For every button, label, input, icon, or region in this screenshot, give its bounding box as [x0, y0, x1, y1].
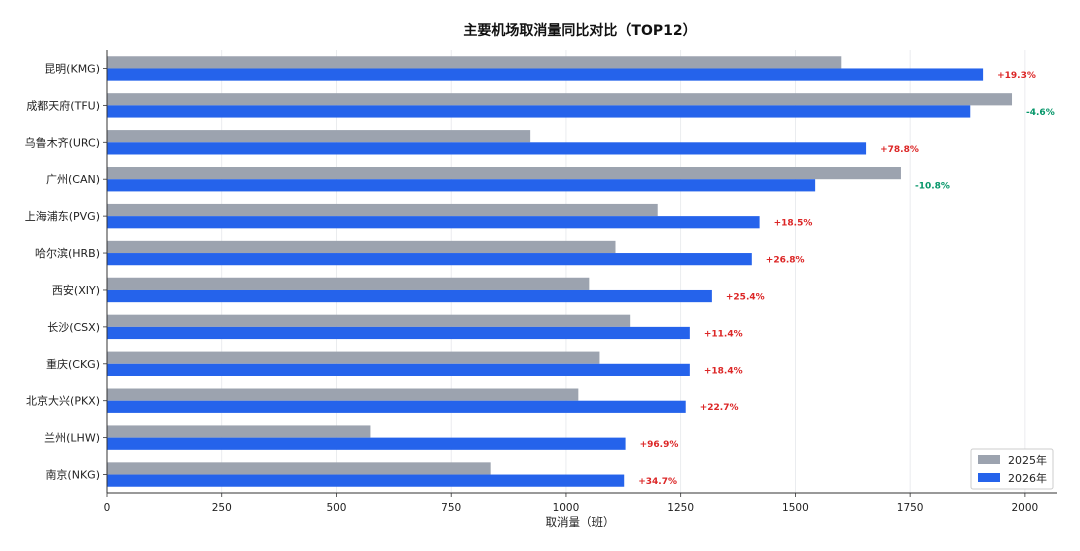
category-label-6: 西安(XIY): [52, 283, 100, 297]
bar-2026-1: [107, 105, 971, 118]
pct-change-label-6: +25.4%: [726, 292, 765, 302]
bar-2025-4: [107, 203, 658, 217]
axes: [103, 50, 1057, 494]
x-tick-label-3: 750: [441, 502, 461, 514]
bar-2025-8: [107, 351, 600, 364]
category-label-0: 昆明(KMG): [44, 62, 100, 75]
bar-2026-7: [107, 326, 690, 340]
category-label-1: 成都天府(TFU): [26, 98, 100, 112]
category-label-4: 上海浦东(PVG): [25, 209, 100, 223]
legend-swatch-2026: [978, 473, 1000, 482]
bar-2026-10: [107, 437, 626, 450]
bar-2025-0: [107, 56, 842, 69]
category-label-2: 乌鲁木齐(URC): [25, 135, 100, 149]
chart-title: 主要机场取消量同比对比（TOP12）: [463, 22, 696, 39]
x-tick-label-6: 1500: [782, 502, 809, 514]
bar-2025-11: [107, 462, 491, 475]
bar-2026-3: [107, 179, 816, 192]
pct-change-label-7: +11.4%: [704, 329, 743, 339]
x-tick-label-7: 1750: [897, 502, 924, 514]
pct-change-label-8: +18.4%: [704, 366, 743, 376]
bar-2026-5: [107, 253, 752, 266]
bar-2026-11: [107, 474, 625, 487]
bar-2025-9: [107, 388, 579, 401]
x-tick-label-1: 250: [212, 502, 232, 514]
pct-change-label-3: -10.8%: [915, 182, 950, 192]
bar-2025-5: [107, 240, 616, 254]
category-label-9: 北京大兴(PKX): [26, 394, 100, 408]
x-tick-label-2: 500: [326, 502, 346, 514]
pct-change-label-11: +34.7%: [638, 477, 677, 487]
category-label-3: 广州(CAN): [46, 173, 100, 186]
bar-2026-8: [107, 363, 690, 376]
bar-2025-1: [107, 93, 1013, 106]
category-label-10: 兰州(LHW): [44, 432, 100, 445]
pct-change-label-10: +96.9%: [640, 440, 679, 450]
legend-swatch-2025: [978, 455, 1000, 464]
bar-2025-6: [107, 277, 590, 290]
bars: +19.3% -4.6% +78.8% -10.8% +18.5% +26.8% +25.4…: [107, 56, 1055, 487]
x-ticks: 0 250 500 750 1000 1250 1500 1750 2000: [104, 493, 1039, 514]
x-tick-label-4: 1000: [553, 502, 580, 514]
x-tick-label-8: 2000: [1012, 502, 1039, 514]
bar-2026-4: [107, 216, 760, 229]
pct-change-label-4: +18.5%: [774, 219, 813, 229]
x-axis-title: 取消量（班）: [546, 515, 615, 529]
x-tick-label-5: 1250: [667, 502, 694, 514]
bar-2025-2: [107, 130, 531, 143]
bar-2025-7: [107, 314, 631, 327]
category-label-11: 南京(NKG): [45, 468, 100, 482]
bar-2025-3: [107, 167, 901, 180]
category-label-8: 重庆(CKG): [46, 357, 100, 371]
bar-2026-2: [107, 142, 867, 155]
bar-2026-9: [107, 400, 686, 413]
legend-label-2026: 2026年: [1008, 471, 1047, 485]
category-labels: 昆明(KMG) 成都天府(TFU) 乌鲁木齐(URC) 广州(CAN) 上海浦东(PVG…: [25, 62, 100, 481]
bar-2026-6: [107, 289, 712, 303]
x-tick-label-0: 0: [104, 502, 111, 514]
grid: [106, 50, 1026, 493]
category-label-7: 长沙(CSX): [47, 321, 100, 334]
pct-change-label-2: +78.8%: [880, 145, 919, 155]
bar-2026-0: [107, 68, 984, 81]
pct-change-label-9: +22.7%: [700, 403, 739, 413]
legend: 2025年 2026年: [970, 448, 1054, 490]
pct-change-label-1: -4.6%: [1026, 108, 1055, 118]
pct-change-label-5: +26.8%: [766, 256, 805, 266]
bar-2025-10: [107, 425, 371, 438]
category-label-5: 哈尔滨(HRB): [35, 246, 100, 260]
pct-change-label-0: +19.3%: [997, 71, 1036, 81]
legend-label-2025: 2025年: [1008, 453, 1047, 467]
